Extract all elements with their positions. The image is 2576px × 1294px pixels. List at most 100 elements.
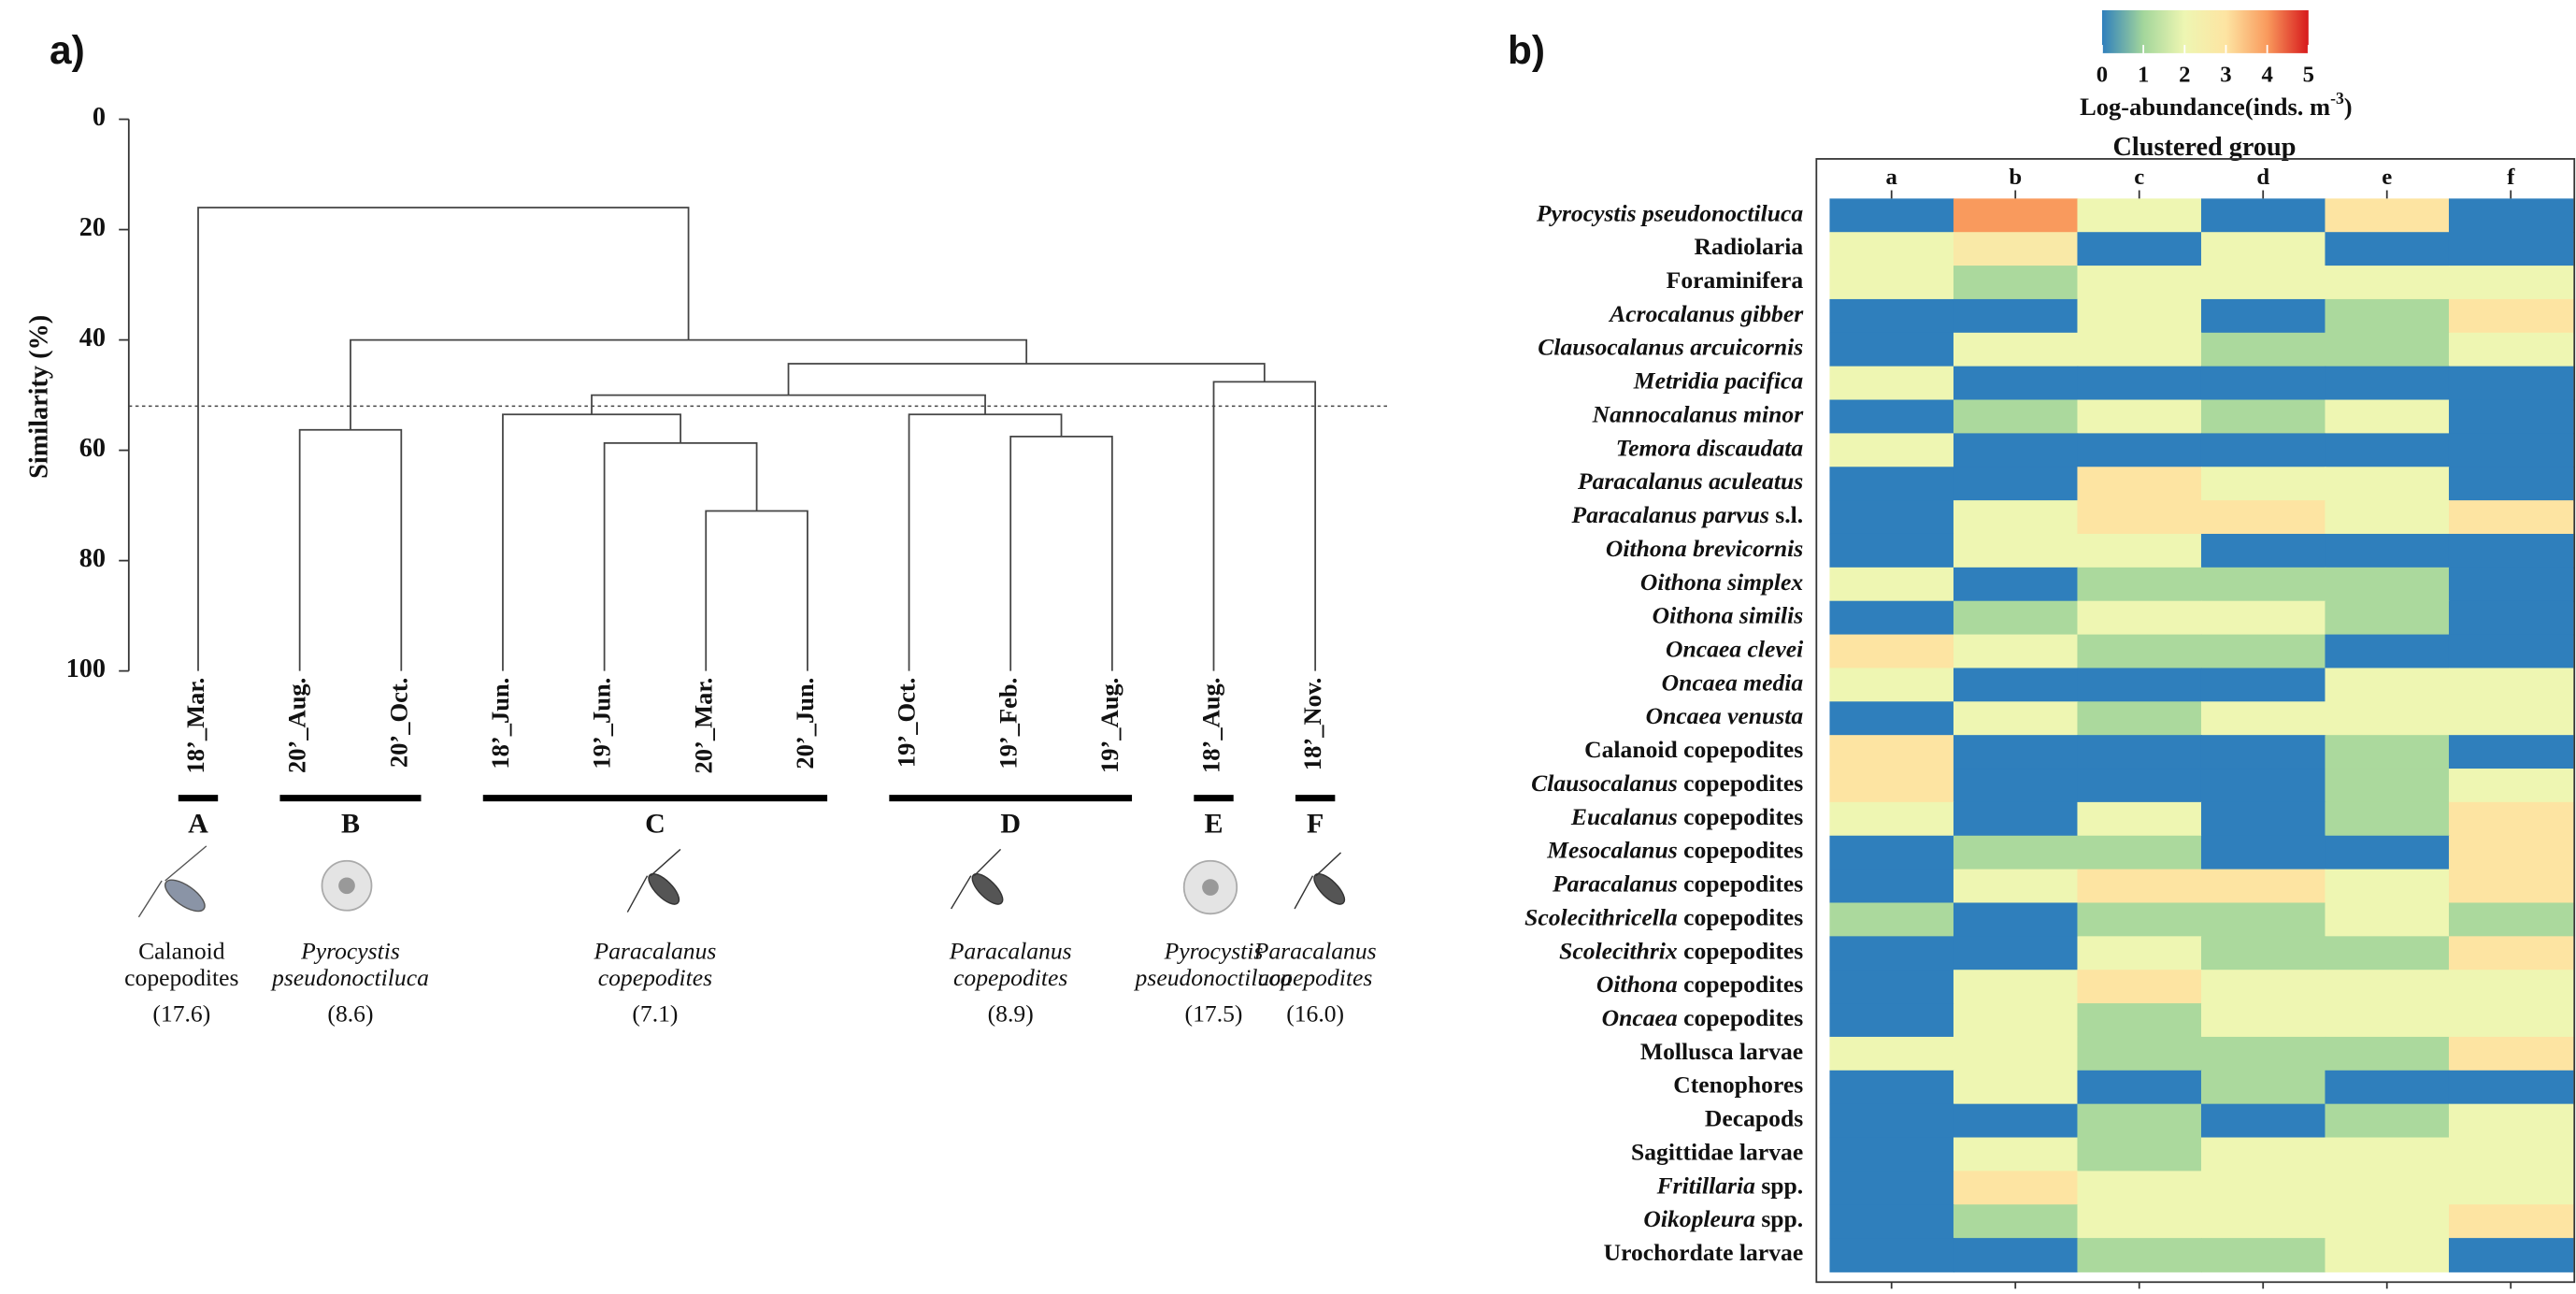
heatmap-cell xyxy=(1953,1070,2079,1105)
leaf-label: 19’_Feb. xyxy=(994,678,1022,769)
row-label-part: Oithona brevicornis xyxy=(1606,535,1803,562)
leaf-label: 20’_Aug. xyxy=(283,678,311,773)
colorbar-tick-label: 5 xyxy=(2303,62,2314,87)
heatmap-cell xyxy=(2077,902,2202,938)
heatmap-cell xyxy=(1953,600,2079,636)
row-label-part: Radiolaria xyxy=(1695,233,1804,260)
group-note: (16.0) xyxy=(1286,1000,1344,1028)
heatmap-cell xyxy=(2200,801,2326,837)
heatmap-cell xyxy=(2448,533,2574,568)
heatmap-cell xyxy=(2325,1003,2450,1038)
group-letter: B xyxy=(341,809,360,840)
row-label-part: Oncaea clevei xyxy=(1666,635,1803,662)
y-tick-label: 20 xyxy=(79,213,106,242)
panel-label: a) xyxy=(50,28,85,72)
row-label: Foraminifera xyxy=(1667,266,1804,294)
heatmap-cell xyxy=(2448,232,2574,266)
heatmap-cell xyxy=(2200,1137,2326,1172)
column-label: b xyxy=(2009,165,2022,190)
heatmap-cell xyxy=(1953,399,2079,435)
heatmap-cell xyxy=(2448,1070,2574,1105)
heatmap-cell xyxy=(1829,1103,1954,1139)
heatmap-cell xyxy=(2200,735,2326,769)
group-taxon: pseudonoctiluca xyxy=(270,964,429,991)
colorbar-tick-label: 3 xyxy=(2220,62,2231,87)
row-label-part: Mollusca larvae xyxy=(1640,1038,1803,1065)
leaf-label: 18’_Aug. xyxy=(1197,678,1225,773)
row-label: Temora discaudata xyxy=(1616,434,1804,461)
heatmap-cell xyxy=(2448,198,2574,234)
heatmap-cell xyxy=(2325,801,2450,837)
heatmap-cell xyxy=(1953,902,2079,938)
group-taxon: copepodites xyxy=(124,964,238,991)
heatmap-cell xyxy=(2325,902,2450,938)
row-label: Acrocalanus gibber xyxy=(1608,300,1804,327)
heatmap-cell xyxy=(1829,567,1954,602)
column-label: f xyxy=(2507,165,2515,190)
row-label-part: Decapods xyxy=(1705,1104,1803,1131)
column-label: c xyxy=(2134,165,2144,190)
leaf-label: 18’_Mar. xyxy=(181,678,209,774)
row-label-part: Oncaea media xyxy=(1662,669,1804,696)
heatmap-cell xyxy=(1829,266,1954,300)
heatmap-cell xyxy=(1953,266,2079,300)
heatmap-cell xyxy=(2448,332,2574,367)
heatmap-cell xyxy=(1829,366,1954,401)
heatmap-cell xyxy=(1953,366,2079,401)
row-label-part: Clausocalanus xyxy=(1531,769,1678,797)
leaf-label: 19’_Oct. xyxy=(893,678,921,768)
heatmap-cell xyxy=(1829,869,1954,904)
heatmap-cell xyxy=(2200,332,2326,367)
heatmap-cell xyxy=(1829,701,1954,737)
heatmap-cell xyxy=(2448,1171,2574,1206)
heatmap-cell xyxy=(2200,399,2326,435)
row-label: Oncaea copepodites xyxy=(1602,1004,1804,1031)
heatmap-cell xyxy=(2325,232,2450,266)
heatmap-cell xyxy=(2325,1103,2450,1139)
row-label: Clausocalanus arcuicornis xyxy=(1538,334,1803,361)
heatmap-cell xyxy=(2448,567,2574,602)
heatmap-cell xyxy=(2200,533,2326,568)
heatmap-cell xyxy=(2448,500,2574,535)
heatmap-cell xyxy=(2325,835,2450,870)
heatmap-cell xyxy=(2077,936,2202,971)
row-label: Ctenophores xyxy=(1673,1071,1803,1099)
column-label: d xyxy=(2256,165,2269,190)
heatmap-cell xyxy=(1953,232,2079,266)
heatmap-cell xyxy=(1953,735,2079,769)
group-letter: A xyxy=(188,809,208,840)
group-note: (8.9) xyxy=(988,1000,1034,1028)
heatmap-cell xyxy=(2077,232,2202,266)
heatmap-cell xyxy=(2325,1171,2450,1206)
heatmap-cell xyxy=(1953,1204,2079,1239)
heatmap-cell xyxy=(1829,500,1954,535)
heatmap-cell xyxy=(1953,467,2079,502)
group-note: (8.6) xyxy=(327,1000,373,1028)
y-tick-label: 60 xyxy=(79,434,106,463)
heatmap-cell xyxy=(1953,801,2079,837)
row-label-part: Oithona similis xyxy=(1653,602,1804,629)
row-label: Oncaea media xyxy=(1662,669,1804,696)
colorbar xyxy=(2101,9,2309,53)
heatmap-cell xyxy=(1953,1003,2079,1038)
row-label-part: copepodites xyxy=(1678,1004,1803,1031)
group-taxon: copepodites xyxy=(1258,964,1372,991)
row-label-part: Paracalanus parvus xyxy=(1571,501,1769,528)
row-label: Nannocalanus minor xyxy=(1592,400,1805,427)
group-taxon: Paracalanus xyxy=(593,938,716,965)
colorbar-title-part: Log-abundance(inds. m xyxy=(2080,93,2330,121)
row-label-part: Oncaea xyxy=(1602,1004,1678,1031)
row-label-part: Oithona xyxy=(1596,970,1678,998)
heatmap-cell xyxy=(1829,835,1954,870)
row-label: Paracalanus aculeatus xyxy=(1577,467,1803,495)
heatmap-cell xyxy=(1953,835,2079,870)
y-axis-title: Similarity (%) xyxy=(25,315,54,479)
heatmap-cell xyxy=(1953,1238,2079,1272)
heatmap-cell xyxy=(2325,298,2450,334)
y-tick-label: 80 xyxy=(79,544,106,573)
row-label: Scolecithrix copepodites xyxy=(1559,937,1803,964)
heatmap-cell xyxy=(2077,433,2202,468)
copepod-icon xyxy=(1294,852,1346,910)
